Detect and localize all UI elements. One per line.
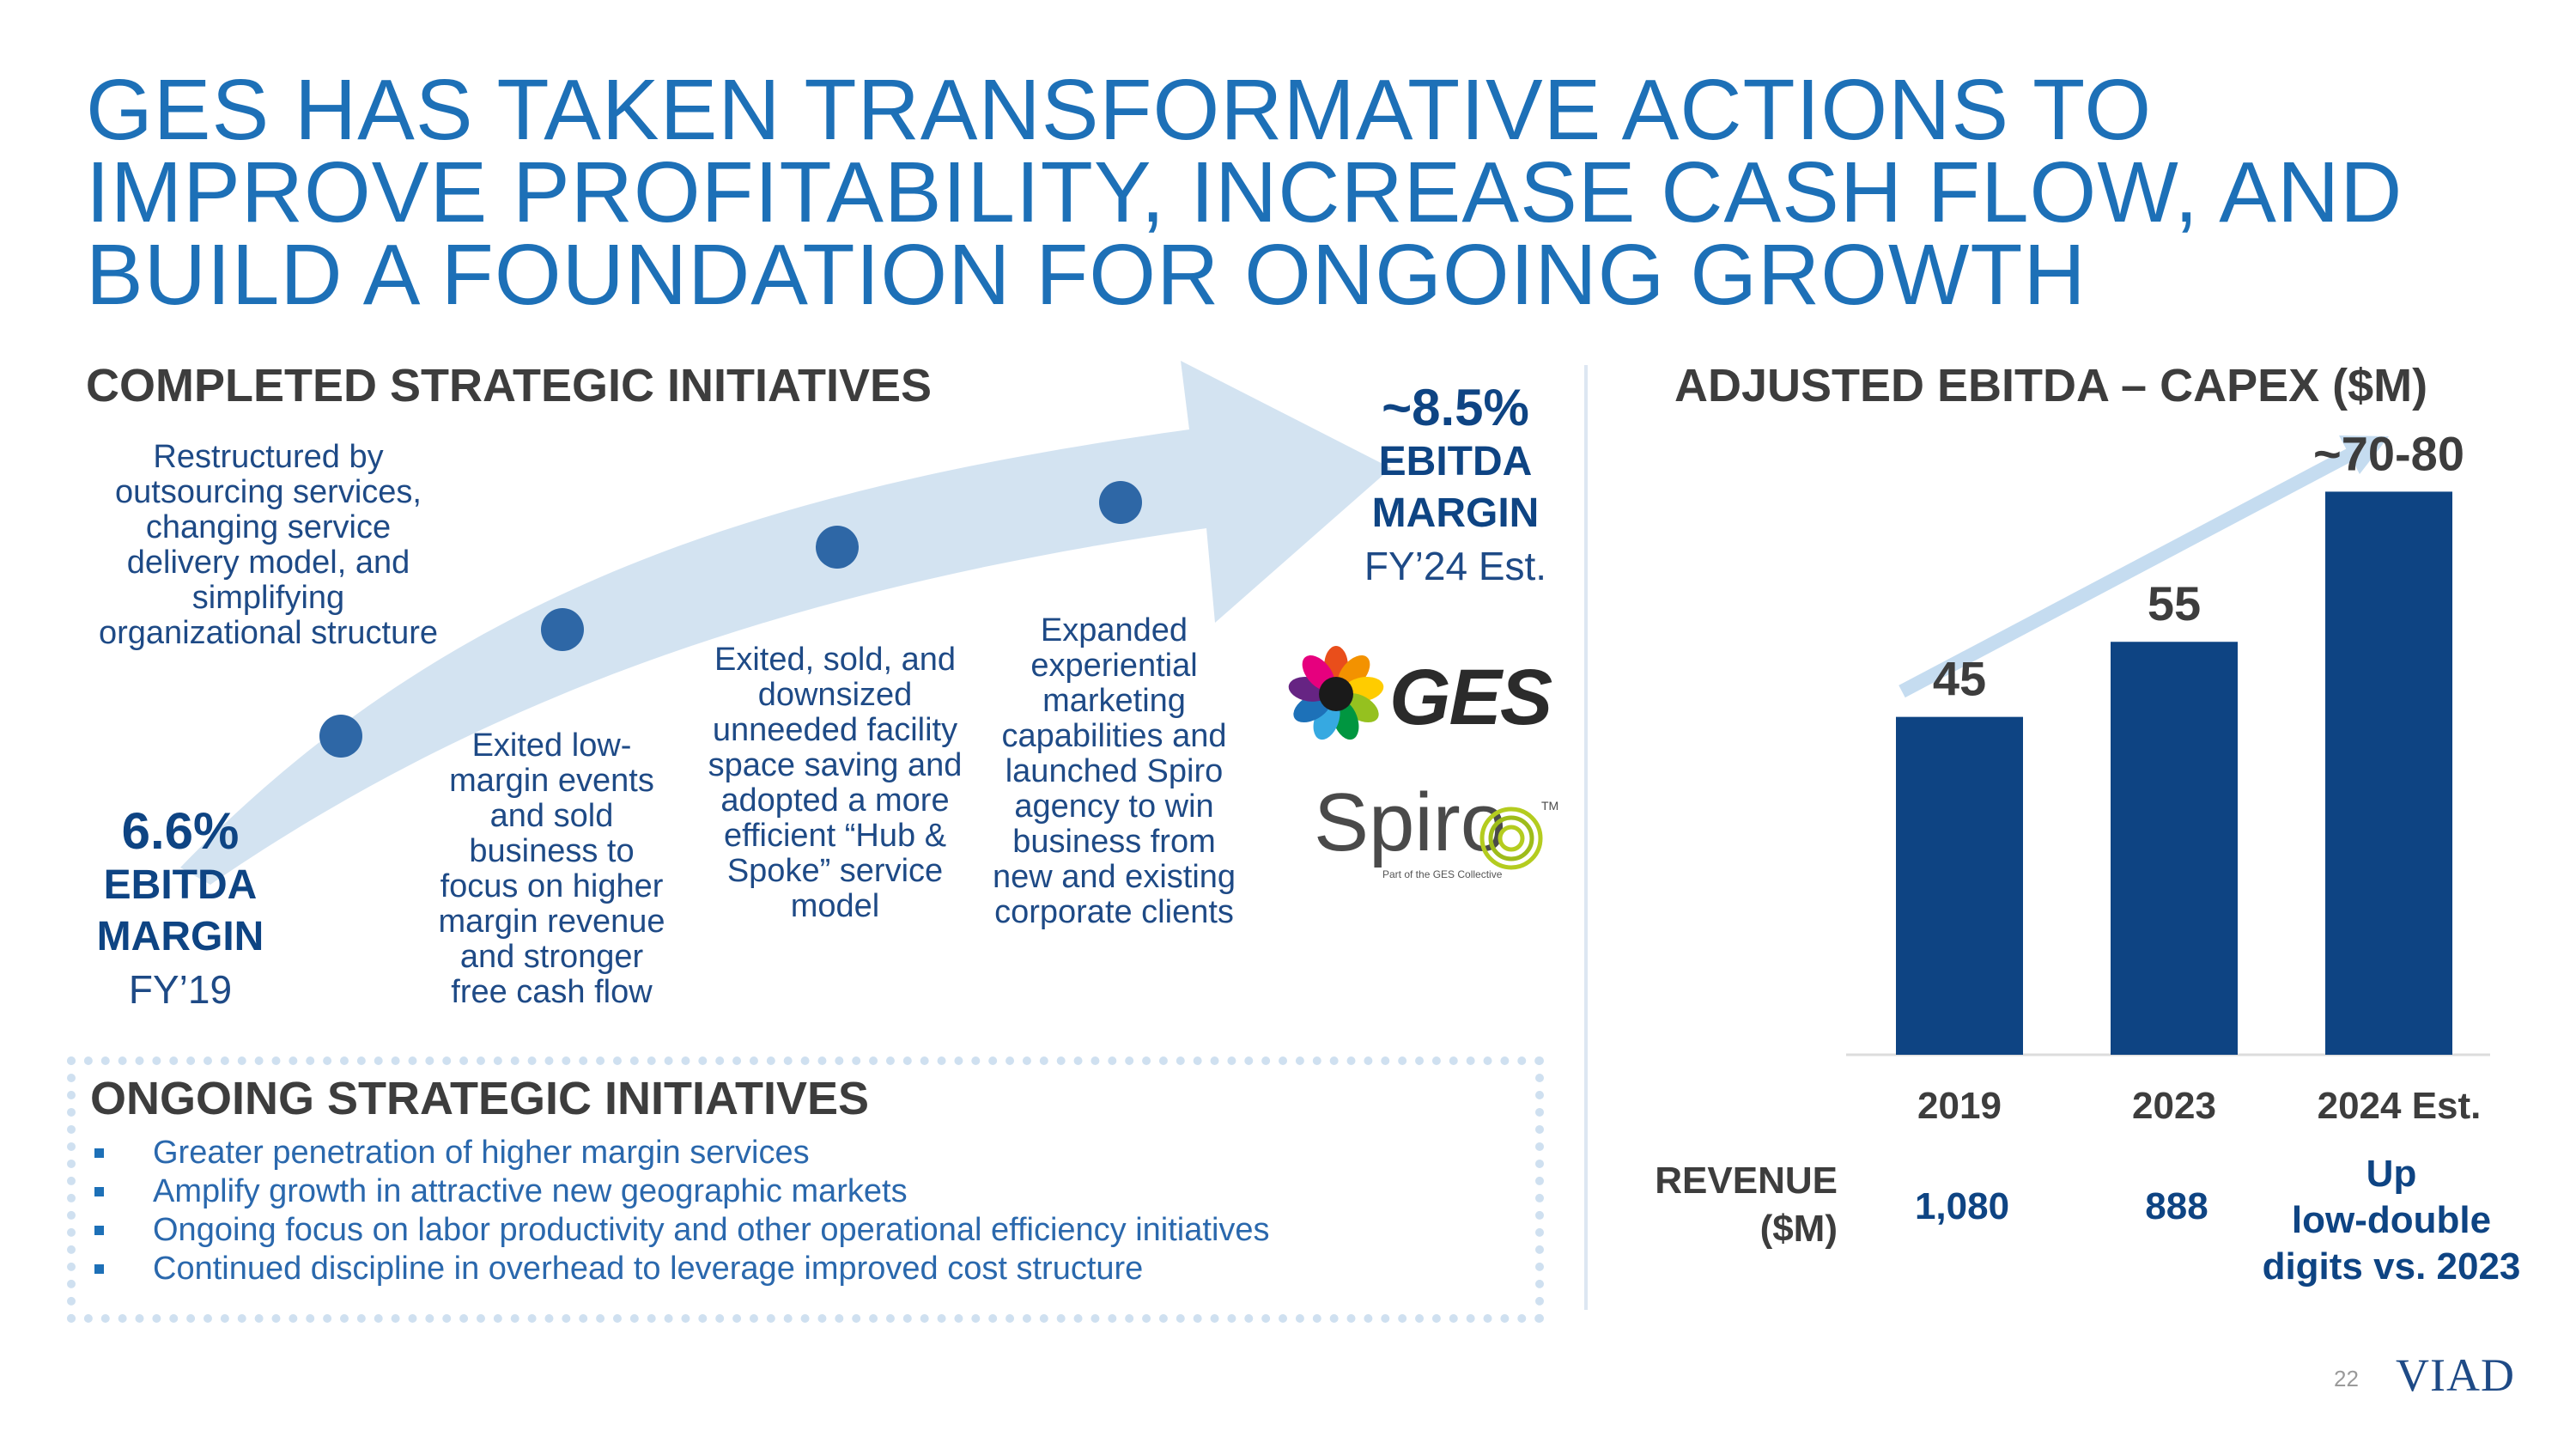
- start-margin-sub: FY’19: [128, 967, 233, 1012]
- ongoing-item-text: Ongoing focus on labor productivity and …: [153, 1212, 1270, 1248]
- revenue-est-line-1: Up: [2366, 1153, 2417, 1195]
- bullet-square-icon: [94, 1264, 104, 1274]
- step-text-3: Exited, sold, and downsized unneeded fac…: [708, 642, 963, 924]
- bar-value-label: ~70-80: [2313, 426, 2464, 480]
- completed-initiatives-heading: COMPLETED STRATEGIC INITIATIVES: [86, 360, 933, 411]
- start-margin-pct: 6.6%: [121, 802, 240, 860]
- bullet-square-icon: [94, 1187, 104, 1196]
- step-dot-2: [541, 608, 584, 651]
- step-dot-4: [1099, 481, 1142, 524]
- ongoing-item: Greater penetration of higher margin ser…: [94, 1134, 1270, 1172]
- ongoing-item: Continued discipline in overhead to leve…: [94, 1250, 1270, 1288]
- page-title: GES HAS TAKEN TRANSFORMATIVE ACTIONS TO …: [86, 62, 2542, 323]
- ongoing-item-text: Continued discipline in overhead to leve…: [153, 1251, 1144, 1287]
- section-divider: [1584, 365, 1588, 1310]
- ongoing-initiatives-list: Greater penetration of higher margin ser…: [94, 1134, 1270, 1288]
- trend-arrow-head-icon: [2339, 435, 2389, 474]
- end-margin-pct: ~8.5%: [1382, 379, 1529, 436]
- step-text-4: Expanded experiential marketing capabili…: [992, 612, 1236, 930]
- category-label: 2019: [1917, 1085, 2002, 1127]
- bar-2024-est: [2325, 491, 2452, 1055]
- page-title-line-3: BUILD A FOUNDATION FOR ONGOING GROWTH: [86, 227, 2087, 323]
- bullet-square-icon: [94, 1148, 104, 1158]
- spiro-wordmark: Spiro: [1314, 776, 1507, 868]
- growth-arrow-graphic: [180, 361, 1391, 885]
- ongoing-item: Ongoing focus on labor productivity and …: [94, 1211, 1270, 1250]
- ongoing-item-text: Amplify growth in attractive new geograp…: [153, 1173, 908, 1209]
- revenue-label-line-2: ($M): [1759, 1208, 1838, 1250]
- ges-logo: GES: [1288, 646, 1554, 749]
- end-margin-block: ~8.5% EBITDA MARGIN FY’24 Est.: [1331, 380, 1580, 593]
- step-dot-3: [816, 526, 859, 569]
- page-number: 22: [2334, 1366, 2359, 1391]
- spiro-logo: Spiro TM Part of the GES Collective: [1314, 780, 1571, 892]
- trend-arrow-line: [1899, 444, 2360, 698]
- ges-flower-icon: [1288, 646, 1384, 740]
- spiro-tagline: Part of the GES Collective: [1382, 868, 1503, 880]
- ges-wordmark: GES: [1389, 654, 1552, 741]
- start-margin-label-1: EBITDA: [103, 862, 258, 908]
- end-margin-label-2: MARGIN: [1371, 490, 1540, 536]
- end-margin-sub: FY’24 Est.: [1364, 544, 1547, 588]
- ongoing-initiatives-box: [67, 1056, 1544, 1323]
- step-text-2: Exited low-margin events and sold busine…: [438, 728, 665, 1010]
- revenue-est-line-3: digits vs. 2023: [2262, 1245, 2521, 1288]
- step-dot-1: [319, 715, 362, 758]
- spiro-tm: TM: [1541, 799, 1559, 813]
- revenue-label-line-1: REVENUE: [1655, 1160, 1838, 1202]
- revenue-value-2023: 888: [2145, 1185, 2208, 1227]
- start-margin-block: 6.6% EBITDA MARGIN FY’19: [73, 803, 288, 1016]
- spiro-swirl-icon: [1479, 807, 1543, 870]
- growth-arrow-icon: [180, 361, 1391, 885]
- page-title-line-1: GES HAS TAKEN TRANSFORMATIVE ACTIONS TO: [86, 62, 2153, 158]
- ongoing-item: Amplify growth in attractive new geograp…: [94, 1172, 1270, 1211]
- revenue-value-2024-est: Up low-double digits vs. 2023: [2228, 1151, 2555, 1290]
- category-label: 2024 Est.: [2318, 1085, 2482, 1127]
- category-label: 2023: [2132, 1085, 2216, 1127]
- viad-logo: VIAD: [2396, 1349, 2515, 1401]
- bar-value-label: 55: [2148, 576, 2201, 630]
- ongoing-initiatives-heading: ONGOING STRATEGIC INITIATIVES: [90, 1073, 870, 1124]
- ongoing-item-text: Greater penetration of higher margin ser…: [153, 1135, 810, 1171]
- page-title-line-2: IMPROVE PROFITABILITY, INCREASE CASH FLO…: [86, 144, 2403, 240]
- start-margin-label-2: MARGIN: [96, 914, 264, 959]
- revenue-est-line-2: low-double: [2291, 1199, 2492, 1241]
- end-margin-label-1: EBITDA: [1378, 439, 1533, 484]
- revenue-value-2019: 1,080: [1914, 1185, 2010, 1227]
- bar-2019: [1896, 716, 2023, 1055]
- step-text-1: Restructured by outsourcing services, ch…: [99, 439, 438, 651]
- revenue-label: REVENUE ($M): [1589, 1157, 1838, 1253]
- bar-value-label: 45: [1933, 652, 1986, 706]
- bar-2023: [2111, 642, 2238, 1055]
- chart-title: ADJUSTED EBITDA – CAPEX ($M): [1674, 360, 2428, 411]
- bullet-square-icon: [94, 1226, 104, 1235]
